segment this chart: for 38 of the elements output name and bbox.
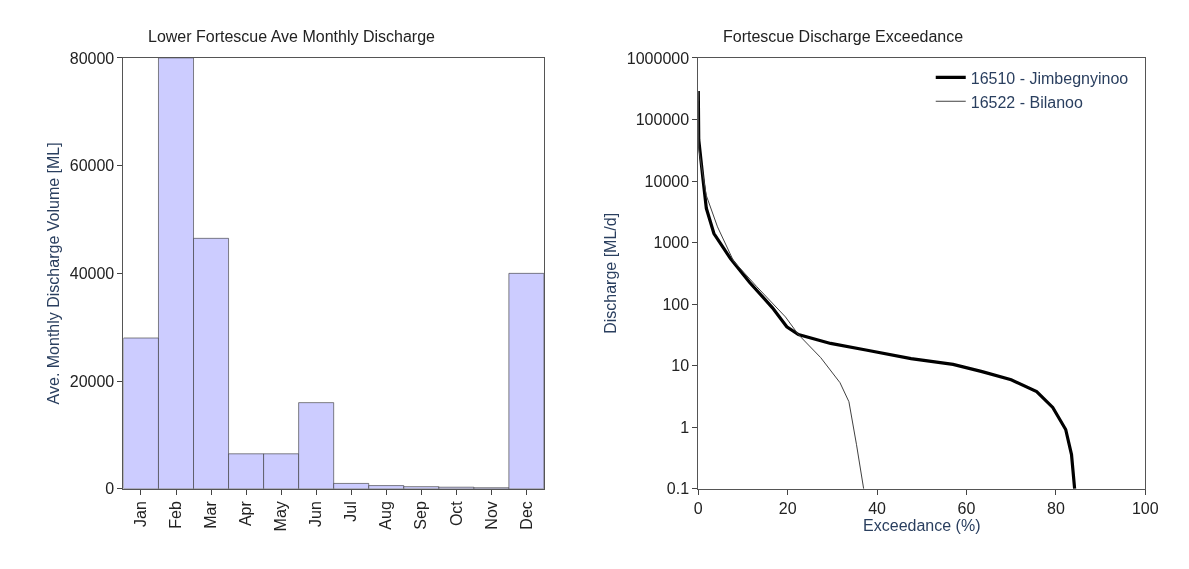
chart-title: Lower Fortescue Ave Monthly Discharge (148, 28, 436, 45)
x-tick-label: Feb (167, 501, 185, 529)
y-tick-label: 10 (671, 357, 690, 375)
x-axis-title: Exceedance (%) (863, 517, 981, 535)
y-tick-label: 100 (662, 295, 690, 313)
x-tick-label: Jan (132, 501, 150, 528)
y-tick-label: 20000 (69, 372, 115, 390)
legend-label: 16510 - Jimbegnyinoo (970, 69, 1129, 87)
y-tick-label: 40000 (69, 264, 115, 282)
y-tick-label: 0.1 (666, 480, 690, 498)
x-tick-label: Jun (307, 501, 325, 528)
x-tick-label: 40 (868, 500, 887, 518)
x-tick-label: 20 (778, 500, 797, 518)
x-tick-label: Oct (447, 500, 465, 527)
x-tick-label: Sep (412, 501, 430, 530)
y-tick-label: 1000000 (626, 49, 690, 67)
y-tick-label: 100000 (635, 111, 690, 129)
x-tick-label: 0 (693, 500, 703, 518)
y-axis-title: Ave. Monthly Discharge Volume [ML] (44, 142, 62, 405)
y-tick-label: 80000 (69, 49, 115, 67)
x-tick-label: 60 (957, 500, 976, 518)
x-tick-label: 80 (1046, 500, 1065, 518)
x-tick-label: Aug (377, 501, 395, 530)
x-tick-label: Mar (202, 500, 220, 529)
y-tick-label: 10000 (644, 172, 690, 190)
x-tick-label: Dec (517, 501, 535, 530)
x-tick-label: Apr (237, 500, 255, 527)
y-axis-title: Discharge [ML/d] (601, 212, 619, 334)
x-tick-label: 100 (1131, 500, 1159, 518)
y-tick-label: 0 (105, 480, 115, 498)
chart-title: Fortescue Discharge Exceedance (723, 28, 964, 45)
x-tick-label: Jul (342, 501, 360, 522)
x-tick-label: May (272, 501, 290, 532)
y-tick-label: 1000 (653, 234, 690, 252)
legend-label: 16522 - Bilanoo (970, 93, 1083, 111)
x-tick-label: Nov (482, 501, 500, 530)
y-tick-label: 1 (680, 418, 690, 436)
y-tick-label: 60000 (69, 157, 115, 175)
